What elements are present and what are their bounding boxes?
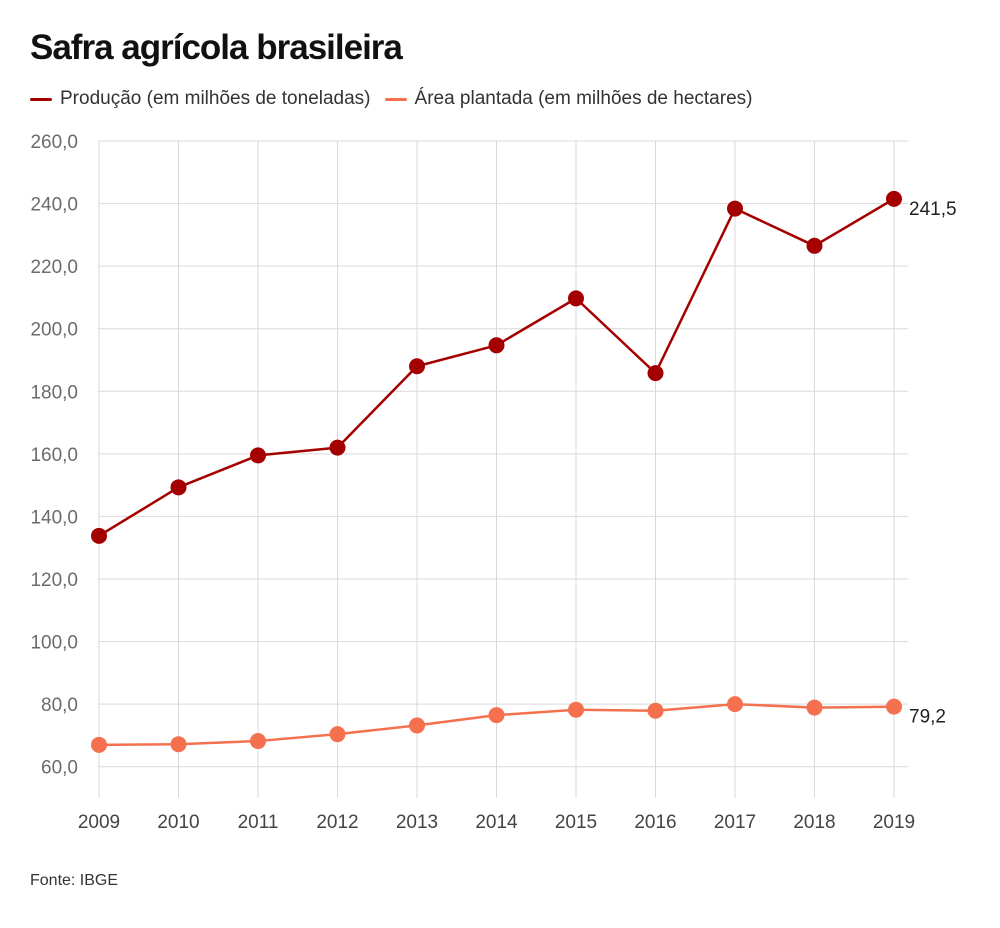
legend: Produção (em milhões de toneladas) Área … [30,88,766,110]
data-point-1 [409,717,425,734]
source-note: Fonte: IBGE [30,872,119,889]
y-tick-label: 240,0 [30,195,78,216]
y-tick-label: 220,0 [30,257,78,278]
data-point-0 [568,290,584,307]
line-chart: 60,0 80,0 100,0 120,0 140,0 160,0 180,0 200,0 22… [30,132,957,833]
data-point-0 [329,439,346,456]
legend-swatch-area [384,97,407,101]
end-value-label-1: 79,2 [909,707,946,728]
chart-title: Safra agrícola brasileira [30,28,403,67]
y-tick-label: 140,0 [30,507,78,528]
y-tick-label: 180,0 [30,382,78,403]
data-point-0 [91,527,107,544]
x-tick-label: 2018 [793,812,835,833]
data-point-0 [409,358,425,375]
x-tick-label: 2012 [316,812,358,833]
data-point-1 [568,701,584,718]
data-point-0 [727,200,743,217]
data-point-0 [488,337,505,354]
x-tick-label: 2013 [396,812,438,833]
x-tick-label: 2010 [157,812,199,833]
y-tick-label: 60,0 [41,758,78,779]
y-tick-label: 200,0 [30,320,78,341]
data-point-0 [647,365,664,382]
x-tick-label: 2009 [78,812,120,833]
x-tick-label: 2016 [634,812,676,833]
data-point-0 [250,447,266,464]
data-point-0 [806,237,823,254]
x-tick-label: 2017 [714,812,756,833]
x-tick-label: 2015 [555,812,597,833]
data-point-1 [806,699,823,716]
data-point-1 [647,702,664,719]
data-point-1 [91,736,107,753]
data-point-1 [250,733,266,750]
data-point-0 [170,479,187,496]
x-tick-label: 2011 [238,812,279,833]
legend-swatch-producao [30,97,52,101]
legend-item-producao: Produção (em milhões de toneladas) [30,88,371,110]
data-point-0 [886,190,902,207]
x-tick-label: 2019 [873,812,915,833]
legend-label-producao: Produção (em milhões de toneladas) [60,88,371,109]
data-point-1 [170,736,187,753]
x-tick-label: 2014 [475,812,518,833]
legend-label-area: Área plantada (em milhões de hectares) [414,88,753,109]
data-point-1 [329,726,346,743]
y-tick-label: 100,0 [30,633,78,654]
y-tick-label: 80,0 [41,695,78,716]
y-tick-label: 260,0 [30,132,78,153]
y-tick-label: 120,0 [30,570,78,591]
data-point-1 [886,698,902,715]
end-value-label-0: 241,5 [909,199,957,220]
y-tick-label: 160,0 [30,445,78,466]
data-point-1 [488,707,505,724]
data-point-1 [727,696,743,713]
legend-item-area: Área plantada (em milhões de hectares) [384,88,753,110]
